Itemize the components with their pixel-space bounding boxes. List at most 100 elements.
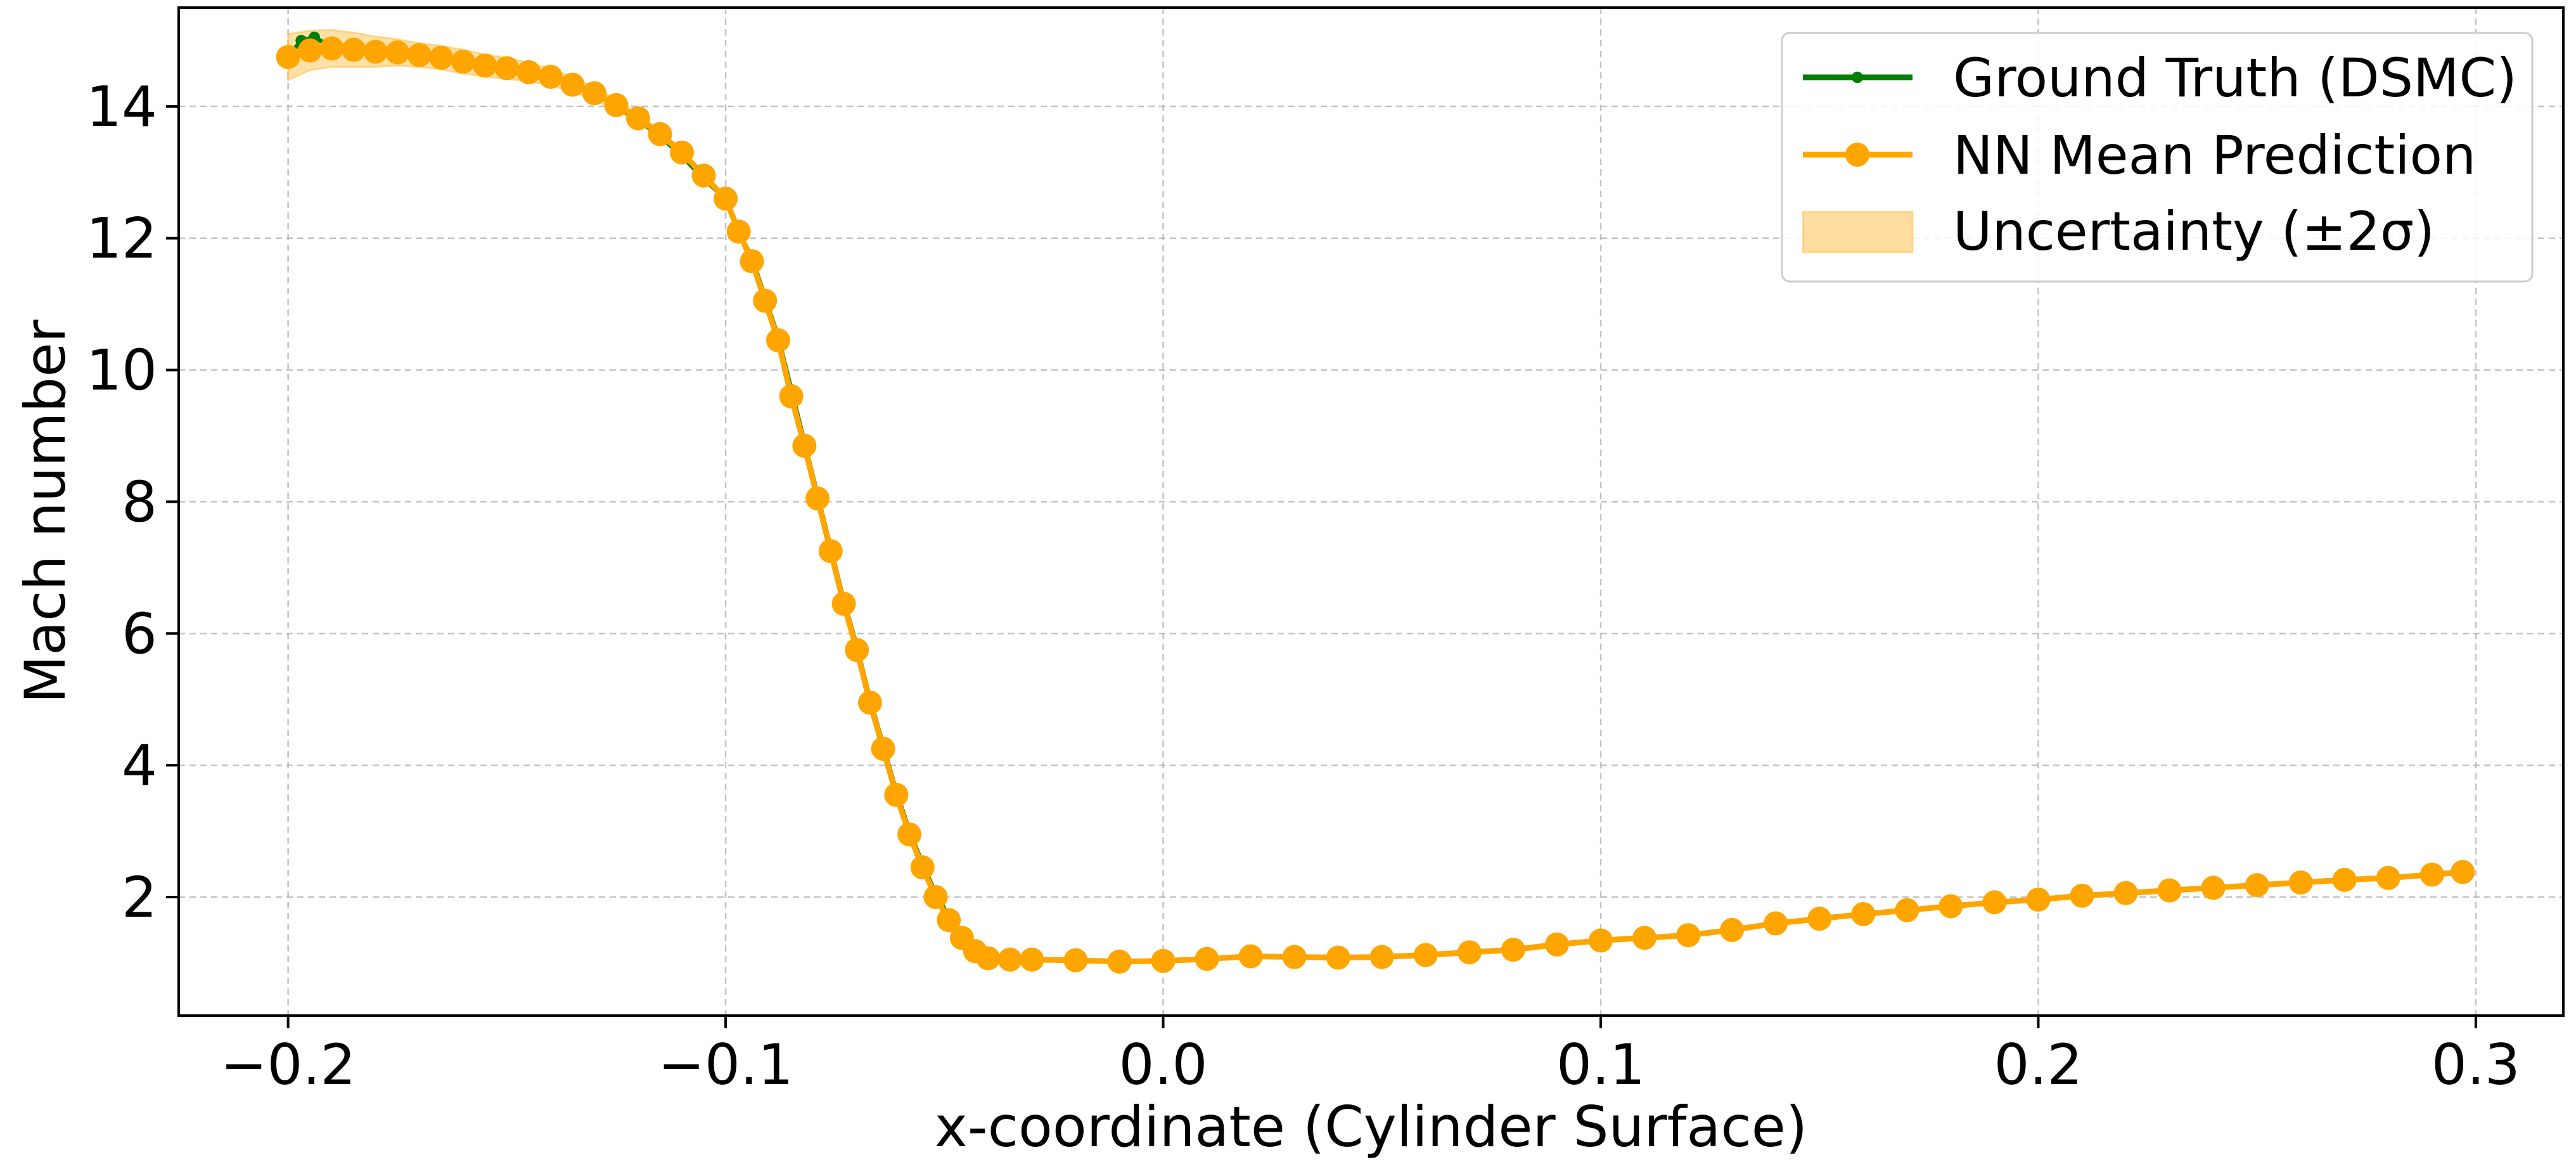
nn-prediction-point bbox=[319, 36, 344, 61]
nn-prediction-point bbox=[2332, 867, 2357, 892]
nn-prediction-point bbox=[818, 539, 843, 564]
nn-prediction-point bbox=[1807, 907, 1832, 931]
nn-prediction-point bbox=[625, 106, 650, 131]
nn-prediction-point bbox=[2451, 860, 2475, 884]
nn-prediction-point bbox=[845, 638, 869, 662]
nn-prediction-point bbox=[648, 122, 672, 146]
nn-prediction-point bbox=[691, 164, 716, 188]
x-tick-label: 0.0 bbox=[1119, 1032, 1208, 1097]
nn-prediction-point bbox=[1982, 890, 2007, 915]
nn-prediction-point bbox=[1851, 901, 1876, 926]
nn-prediction-point bbox=[923, 884, 948, 909]
nn-prediction-point bbox=[1151, 948, 1176, 973]
y-tick-label: 6 bbox=[122, 601, 157, 666]
nn-prediction-point bbox=[298, 38, 323, 63]
nn-prediction-point bbox=[2376, 865, 2400, 890]
legend-label-ground-truth: Ground Truth (DSMC) bbox=[1953, 47, 2517, 109]
nn-prediction-point bbox=[494, 56, 519, 81]
nn-prediction-point bbox=[805, 486, 830, 511]
nn-prediction-point bbox=[2245, 873, 2269, 898]
nn-prediction-point bbox=[1938, 894, 1963, 919]
nn-prediction-point bbox=[779, 384, 804, 409]
nn-prediction-point bbox=[897, 822, 922, 847]
nn-prediction-point bbox=[516, 60, 541, 84]
nn-prediction-point bbox=[726, 219, 751, 244]
y-tick-label: 8 bbox=[122, 469, 157, 534]
nn-prediction-point bbox=[1895, 898, 1919, 922]
nn-prediction-point bbox=[2157, 878, 2182, 903]
nn-prediction-point bbox=[2288, 870, 2313, 895]
nn-prediction-point bbox=[871, 737, 895, 761]
legend: Ground Truth (DSMC) NN Mean Prediction U… bbox=[1781, 32, 2534, 283]
nn-prediction-point bbox=[276, 44, 300, 69]
nn-prediction-point bbox=[1282, 945, 1307, 969]
y-tick-label: 2 bbox=[122, 865, 157, 930]
nn-prediction-point bbox=[560, 72, 585, 97]
legend-swatch-uncertainty bbox=[1802, 210, 1914, 254]
y-tick-label: 12 bbox=[86, 206, 157, 271]
nn-prediction-point bbox=[342, 37, 366, 62]
x-tick-label: 0.3 bbox=[2432, 1032, 2520, 1097]
nn-prediction-point bbox=[1501, 938, 1525, 962]
y-tick-label: 10 bbox=[86, 338, 157, 403]
nn-prediction-point bbox=[1413, 943, 1438, 967]
nn-prediction-point bbox=[2113, 881, 2138, 905]
nn-prediction-point bbox=[1544, 932, 1569, 957]
x-tick-label: −0.2 bbox=[221, 1032, 356, 1097]
nn-prediction-point bbox=[1326, 945, 1350, 970]
y-tick-label: 4 bbox=[122, 733, 157, 798]
nn-prediction-point bbox=[1632, 926, 1657, 950]
legend-label-nn-prediction: NN Mean Prediction bbox=[1953, 124, 2476, 186]
legend-box bbox=[1781, 32, 2534, 283]
nn-prediction-point bbox=[385, 40, 410, 65]
nn-prediction-point bbox=[1195, 947, 1219, 971]
nn-prediction-point bbox=[2026, 888, 2051, 912]
nn-prediction-point bbox=[429, 45, 454, 70]
nn-prediction-point bbox=[1369, 945, 1394, 969]
plot-area bbox=[276, 29, 2475, 974]
nn-prediction-point bbox=[884, 782, 909, 807]
nn-prediction-point bbox=[1588, 928, 1613, 953]
nn-prediction-point bbox=[1020, 947, 1044, 972]
nn-prediction-point bbox=[766, 328, 790, 352]
nn-prediction-point bbox=[1764, 911, 1788, 936]
nn-prediction-point bbox=[363, 39, 388, 64]
axis-ticks: −0.2 −0.1 0.0 0.1 0.2 0.3 2 4 6 8 10 12 14 bbox=[86, 74, 2520, 1097]
y-axis-title: Mach number bbox=[13, 319, 78, 703]
nn-prediction-point bbox=[997, 947, 1022, 972]
nn-prediction-point bbox=[714, 186, 738, 211]
nn-prediction-point bbox=[1457, 940, 1482, 965]
legend-label-uncertainty: Uncertainty (±2σ) bbox=[1953, 200, 2435, 262]
nn-prediction-point bbox=[451, 49, 475, 74]
plot-frame bbox=[177, 6, 2565, 1017]
nn-prediction-point bbox=[1238, 944, 1263, 969]
nn-prediction-point bbox=[976, 946, 1001, 971]
nn-prediction-point bbox=[1720, 917, 1745, 942]
nn-prediction-point bbox=[582, 81, 606, 106]
nn-prediction-point bbox=[910, 855, 935, 880]
x-tick-label: 0.2 bbox=[1994, 1032, 2082, 1097]
y-tick-label: 14 bbox=[86, 74, 157, 139]
x-axis-title: x-coordinate (Cylinder Surface) bbox=[935, 1094, 1807, 1160]
nn-prediction-point bbox=[740, 249, 764, 274]
nn-prediction-point bbox=[473, 53, 497, 78]
nn-prediction-point bbox=[937, 908, 961, 933]
nn-prediction-point bbox=[2419, 862, 2444, 887]
nn-prediction-point bbox=[538, 65, 563, 89]
nn-prediction-point bbox=[792, 434, 817, 458]
nn-prediction-point bbox=[1063, 948, 1088, 972]
legend-marker-ground-truth bbox=[1852, 72, 1863, 83]
nn-prediction-point bbox=[753, 288, 778, 313]
x-tick-label: −0.1 bbox=[658, 1032, 793, 1097]
nn-prediction-point bbox=[857, 690, 882, 715]
x-tick-label: 0.1 bbox=[1556, 1032, 1645, 1097]
nn-prediction-point bbox=[831, 591, 856, 616]
nn-prediction-point bbox=[2070, 883, 2094, 908]
nn-prediction-point bbox=[1676, 923, 1701, 948]
nn-prediction-point bbox=[1107, 949, 1132, 974]
nn-prediction-point bbox=[604, 93, 629, 117]
nn-prediction-point bbox=[407, 42, 432, 67]
nn-prediction-point bbox=[670, 140, 695, 165]
legend-marker-nn-prediction bbox=[1845, 143, 1869, 167]
